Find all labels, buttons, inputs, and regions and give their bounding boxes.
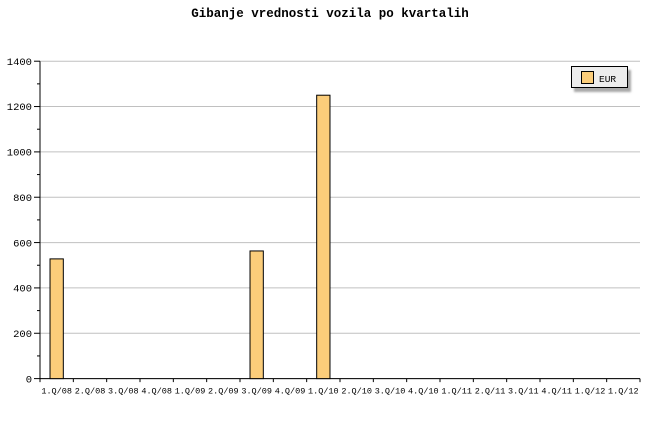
svg-text:1.Q/09: 1.Q/09 [175,387,206,397]
svg-text:2.Q/11: 2.Q/11 [475,387,506,397]
svg-text:3.Q/08: 3.Q/08 [108,387,139,397]
svg-text:3.Q/11: 3.Q/11 [508,387,539,397]
svg-text:1.Q/12: 1.Q/12 [608,387,639,397]
svg-text:EUR: EUR [599,74,616,85]
svg-text:2.Q/09: 2.Q/09 [208,387,239,397]
svg-text:1.Q/10: 1.Q/10 [308,387,339,397]
svg-text:400: 400 [13,284,32,296]
svg-text:200: 200 [13,329,32,341]
svg-text:0: 0 [26,374,32,386]
svg-text:2.Q/08: 2.Q/08 [75,387,106,397]
svg-text:1.Q/08: 1.Q/08 [41,387,72,397]
svg-text:2.Q/10: 2.Q/10 [341,387,372,397]
svg-text:1200: 1200 [7,102,32,114]
svg-text:Gibanje vrednosti vozila po kv: Gibanje vrednosti vozila po kvartalih [191,7,469,21]
svg-text:600: 600 [13,238,32,250]
svg-text:3.Q/09: 3.Q/09 [241,387,272,397]
svg-text:1.Q/12: 1.Q/12 [575,387,606,397]
svg-text:1000: 1000 [7,148,32,160]
svg-text:3.Q/10: 3.Q/10 [375,387,406,397]
svg-text:4.Q/10: 4.Q/10 [408,387,439,397]
svg-text:4.Q/09: 4.Q/09 [275,387,306,397]
svg-text:4.Q/08: 4.Q/08 [141,387,172,397]
svg-text:1400: 1400 [7,57,32,69]
svg-text:1.Q/11: 1.Q/11 [441,387,472,397]
svg-text:4.Q/11: 4.Q/11 [541,387,572,397]
svg-text:800: 800 [13,193,32,205]
